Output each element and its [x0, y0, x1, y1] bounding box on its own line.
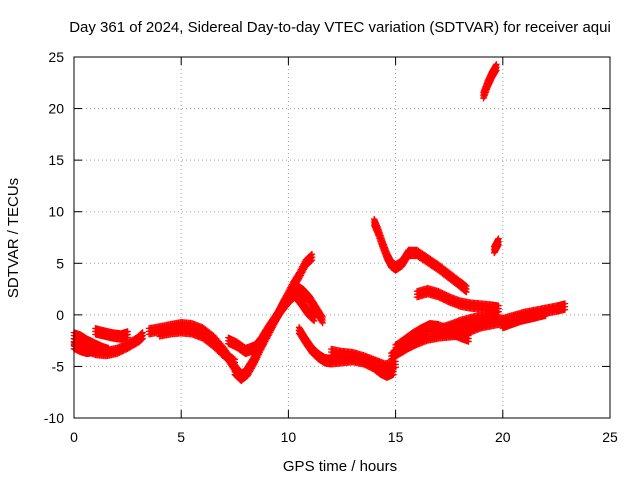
x-tick-label: 0: [70, 429, 78, 445]
chart-title: Day 361 of 2024, Sidereal Day-to-day VTE…: [69, 19, 611, 36]
data-point: [139, 335, 146, 342]
data-point: [231, 356, 238, 363]
data-point: [542, 306, 549, 313]
data-point: [392, 364, 399, 371]
series-arc-21: [225, 334, 266, 358]
data-point: [308, 250, 316, 258]
data-point: [124, 334, 131, 341]
series-arc-19: [480, 61, 500, 102]
data-point: [561, 300, 569, 307]
data-point: [495, 241, 502, 248]
data-point: [493, 67, 500, 74]
y-tick-label: 0: [56, 307, 64, 323]
data-point: [542, 312, 549, 319]
data-point: [310, 310, 317, 318]
y-tick-label: 10: [48, 204, 64, 220]
series-arc-16: [435, 308, 502, 337]
data-point: [310, 311, 318, 319]
y-tick-label: -10: [44, 410, 64, 426]
data-point: [390, 371, 397, 378]
data-point: [105, 344, 112, 352]
y-axis-label: SDTVAR / TECUs: [5, 178, 22, 298]
data-point: [495, 235, 502, 242]
y-tick-label: -5: [52, 358, 65, 374]
data-point: [308, 256, 316, 264]
data-point: [493, 61, 500, 68]
y-tick-label: 25: [48, 49, 64, 65]
y-tick-label: 5: [56, 255, 64, 271]
data-point: [318, 312, 326, 319]
data-point: [139, 329, 146, 336]
x-tick-label: 5: [177, 429, 185, 445]
plot-frame: [73, 56, 611, 419]
x-axis-label: GPS time / hours: [283, 458, 397, 475]
data-point: [319, 319, 326, 327]
series-arc-15: [413, 284, 502, 315]
series-arc-3: [92, 325, 131, 343]
data-point: [561, 306, 569, 313]
data-point: [259, 341, 266, 348]
series-arc-18: [499, 306, 549, 332]
data-point: [258, 342, 265, 349]
data-point: [465, 338, 472, 345]
data-point: [124, 328, 131, 335]
data-point: [259, 335, 266, 342]
series-arc-20: [491, 235, 502, 257]
data-point: [463, 282, 470, 290]
series-arc-11: [328, 345, 399, 373]
data-point: [319, 313, 326, 321]
data-point: [495, 302, 502, 309]
data-point: [310, 317, 318, 325]
data-points: [70, 61, 569, 384]
series-arc-6: [156, 324, 238, 369]
series-arc-14: [370, 215, 470, 296]
x-tick-label: 20: [495, 429, 511, 445]
data-point: [307, 257, 315, 265]
data-point: [90, 349, 97, 357]
x-tick-label: 10: [281, 429, 297, 445]
x-tick-label: 25: [602, 429, 618, 445]
x-tick-label: 15: [388, 429, 404, 445]
data-point: [465, 332, 472, 339]
data-point: [463, 288, 470, 296]
series-arc-4: [70, 339, 97, 358]
y-tick-label: 15: [48, 152, 64, 168]
data-point: [495, 308, 502, 316]
y-tick-label: 20: [48, 101, 64, 117]
data-point: [90, 343, 97, 351]
data-point: [105, 350, 112, 358]
data-point: [230, 355, 237, 362]
series-arc-9: [259, 288, 318, 344]
